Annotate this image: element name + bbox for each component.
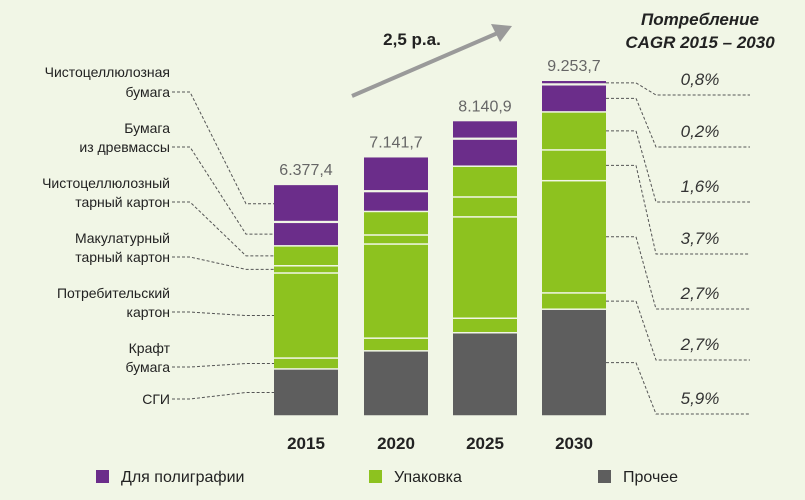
category-label-1: Чистоцеллюлозная бумага [45, 64, 171, 100]
cagr-title-line-2: CAGR 2015 – 2030 [625, 33, 775, 52]
bar-segment-2030-7 [542, 81, 606, 84]
bar-segment-2030-2 [542, 293, 606, 309]
label-connector-5 [172, 311, 274, 317]
label-connector-2 [172, 146, 274, 235]
bar-segment-2030-1 [542, 309, 606, 416]
total-labels: 6.377,4 7.141,7 8.140,9 9.253,7 [279, 58, 600, 179]
cagr-value-1: 0,8% [681, 70, 720, 89]
bar-segment-2015-6 [274, 223, 338, 246]
category-labels: Чистоцеллюлозная бумага Бумага из древмассы… [42, 64, 170, 407]
bar-segment-2025-3 [453, 217, 517, 318]
bar-segment-2015-4 [274, 266, 338, 273]
cagr-column: Потребление CAGR 2015 – 2030 0,8% 0,2% 1,6% 3… [625, 10, 775, 408]
cagr-value-3: 1,6% [681, 177, 720, 196]
legend: Для полиграфии Упаковка Прочее [96, 469, 678, 486]
bar-segment-2025-7 [453, 121, 517, 138]
category-label-7: СГИ [142, 391, 170, 407]
cagr-value-2: 0,2% [681, 122, 720, 141]
cagr-connector-4 [606, 164, 750, 255]
legend-swatch-2 [369, 470, 382, 483]
bar-segment-2020-2 [364, 338, 428, 351]
category-label-5: Потребительский картон [57, 285, 170, 320]
bar-segment-2025-4 [453, 197, 517, 217]
cagr-connector-7 [606, 362, 750, 415]
label-connector-3 [172, 201, 274, 257]
bar-segment-2020-1 [364, 351, 428, 416]
legend-label-3: Прочее [623, 469, 678, 486]
cagr-value-4: 3,7% [681, 229, 720, 248]
bar-segment-2015-1 [274, 369, 338, 416]
bar-segment-2015-2 [274, 358, 338, 369]
cagr-title-line-1: Потребление [641, 10, 759, 29]
category-label-4: Макулатурный тарный картон [75, 230, 170, 265]
cagr-value-6: 2,7% [680, 335, 720, 354]
bar-segment-2020-6 [364, 192, 428, 211]
bar-segment-2025-2 [453, 319, 517, 332]
bars-group [274, 81, 606, 416]
cagr-value-5: 2,7% [680, 284, 720, 303]
bar-segment-2015-3 [274, 273, 338, 358]
bar-segment-2020-3 [364, 244, 428, 338]
growth-label: 2,5 р.а. [383, 30, 441, 49]
label-connector-1 [172, 91, 274, 205]
bar-segment-2015-5 [274, 246, 338, 266]
year-label-2030: 2030 [555, 434, 593, 453]
cagr-connector-5 [606, 236, 750, 310]
year-label-2015: 2015 [287, 434, 325, 453]
connector-lines [172, 82, 750, 415]
label-connector-7 [172, 391, 274, 400]
year-label-2025: 2025 [466, 434, 504, 453]
cagr-value-7: 5,9% [681, 389, 720, 408]
cagr-connector-1 [606, 82, 750, 96]
bar-segment-2030-5 [542, 112, 606, 150]
legend-label-2: Упаковка [394, 469, 462, 486]
cagr-connector-3 [606, 130, 750, 203]
bar-segment-2030-3 [542, 181, 606, 293]
bar-segment-2015-7 [274, 185, 338, 221]
total-label-2015: 6.377,4 [279, 162, 332, 179]
total-label-2025: 8.140,9 [458, 98, 511, 115]
bar-segment-2025-5 [453, 166, 517, 197]
bar-segment-2020-5 [364, 212, 428, 235]
total-label-2030: 9.253,7 [547, 58, 600, 75]
legend-swatch-1 [96, 470, 109, 483]
bar-segment-2020-4 [364, 235, 428, 244]
bar-segment-2030-4 [542, 150, 606, 180]
bar-segment-2025-1 [453, 333, 517, 416]
cagr-connector-6 [606, 300, 750, 361]
legend-label-1: Для полиграфии [121, 469, 244, 486]
category-label-3: Чистоцеллюлозный тарный картон [42, 175, 170, 210]
total-label-2020: 7.141,7 [369, 134, 422, 151]
bar-segment-2030-6 [542, 85, 606, 112]
category-label-2: Бумага из древмассы [79, 120, 170, 155]
growth-arrow-line [351, 30, 501, 98]
growth-annotation: 2,5 р.а. [351, 24, 512, 98]
year-label-2020: 2020 [377, 434, 415, 453]
bar-segment-2020-7 [364, 157, 428, 191]
year-labels: 2015 2020 2025 2030 [287, 434, 593, 453]
category-label-6: Крафт бумага [125, 340, 170, 375]
bar-segment-2025-6 [453, 139, 517, 166]
label-connector-6 [172, 363, 274, 368]
growth-arrow-head [491, 24, 512, 42]
cagr-connector-2 [606, 97, 750, 148]
legend-swatch-3 [598, 470, 611, 483]
label-connector-4 [172, 256, 274, 270]
